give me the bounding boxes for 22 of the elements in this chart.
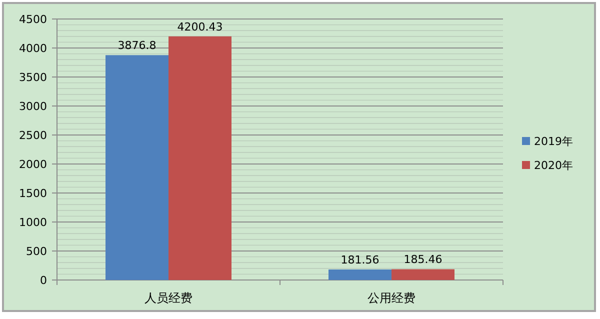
y-tick-label: 1500 <box>19 187 47 200</box>
y-tick-label: 2000 <box>19 158 47 171</box>
y-tick-label: 0 <box>40 274 47 287</box>
x-tick-label: 公用经费 <box>368 291 416 305</box>
y-tick-label: 500 <box>26 245 47 258</box>
data-label: 3876.8 <box>118 39 156 52</box>
y-tick-label: 1000 <box>19 216 47 229</box>
data-label: 185.46 <box>404 253 442 266</box>
data-label: 181.56 <box>340 253 380 266</box>
y-tick-label: 4500 <box>19 13 47 26</box>
y-tick-label: 4000 <box>19 42 47 55</box>
legend-label: 2019年 <box>534 135 573 148</box>
bar <box>168 36 232 280</box>
y-tick-label: 2500 <box>19 129 47 142</box>
y-tick-label: 3500 <box>19 71 47 84</box>
x-tick-label: 人员经费 <box>144 291 192 305</box>
y-tick-label: 3000 <box>19 100 47 113</box>
bar <box>106 55 168 280</box>
data-label: 4200.43 <box>177 20 223 34</box>
bar <box>328 269 392 280</box>
legend-label: 2020年 <box>534 159 573 172</box>
bar <box>392 269 454 280</box>
